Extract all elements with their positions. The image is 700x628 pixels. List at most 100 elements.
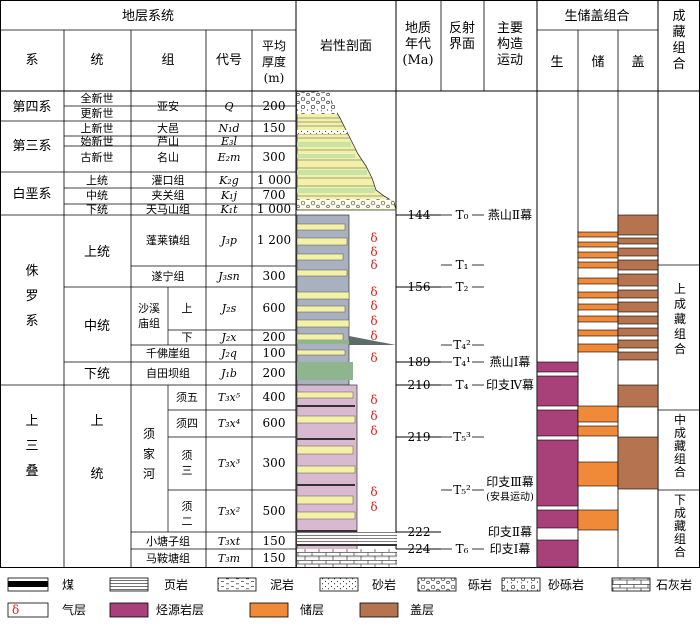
thickness-n1d: 150 [263, 121, 286, 135]
col-series-header: 统 [90, 53, 103, 68]
thickness-q: 200 [263, 99, 286, 113]
formation-yaan: 亚安 [157, 99, 179, 113]
gas-symbol-3: δ [370, 258, 377, 272]
formation-shaximiao-1: 沙溪 [138, 302, 160, 315]
formation-xu3-1: 须 [182, 449, 193, 462]
age-219: 219 [408, 430, 431, 444]
tectonic-indosinian-3: 印支Ⅲ幕 [486, 475, 534, 489]
age-156: 156 [408, 280, 431, 294]
formation-suining: 遂宁组 [152, 269, 185, 283]
thickness-k2g: 1 000 [257, 173, 291, 187]
col-code-header: 代号 [216, 53, 242, 68]
tectonic-indosinian-4: 印支Ⅳ幕 [486, 378, 534, 392]
formation-guankou: 灌口组 [152, 173, 185, 187]
series-pliocene: 上新世 [81, 121, 114, 135]
series-pleistocene: 更新世 [81, 106, 114, 120]
gas-symbol-1: δ [370, 231, 377, 245]
accum-upper-5: 合 [674, 341, 686, 356]
accum-lower-5: 合 [674, 544, 686, 559]
thickness-k1j: 700 [263, 188, 286, 202]
age-222: 222 [408, 525, 431, 539]
reservoir-header: 储 [591, 55, 604, 70]
gas-symbol-10: δ [370, 409, 377, 423]
code-t3xt: T₃xt [218, 535, 241, 548]
series-k-middle: 中统 [86, 189, 108, 202]
accumulation-header-2: 藏 [672, 25, 685, 40]
code-t3x2: T₃x² [218, 505, 240, 518]
series-j-upper: 上统 [84, 245, 110, 260]
reflector-t0: T₀ [456, 208, 469, 222]
legend-sandy-conglomerate-label: 砂砾岩 [548, 577, 584, 592]
tectonic-yanshan-2: 燕山Ⅱ幕 [488, 208, 532, 222]
legend-reservoir-label: 储层 [300, 602, 324, 617]
thickness-t3x2: 500 [263, 504, 286, 518]
col-thickness-header-1: 平均 [262, 39, 286, 53]
accum-upper-1: 上 [674, 282, 686, 296]
table-frame [0, 0, 700, 568]
legend-limestone-label: 石灰岩 [656, 577, 692, 592]
formation-xiaotangzi: 小塘子组 [146, 534, 190, 548]
system-jurassic-1: 侏 [25, 264, 38, 279]
tectonic-header-2: 构造 [497, 37, 523, 52]
legend-source-label: 烃源岩层 [156, 602, 204, 617]
code-k2g: K₂g [218, 174, 239, 187]
gas-symbol-6: δ [370, 314, 377, 328]
system-triassic-1: 上 [25, 414, 38, 429]
legend-shale-label: 页岩 [164, 577, 188, 592]
reflector-header-1: 反射 [449, 20, 475, 36]
reflector-t4: T₄ [456, 378, 469, 392]
code-t3x3: T₃x³ [218, 457, 240, 470]
legend-mudstone-label: 泥岩 [270, 577, 294, 592]
series-j-middle: 中统 [84, 319, 110, 334]
reflector-t1: T₁ [456, 258, 469, 272]
reflector-t2: T₂ [456, 280, 469, 294]
accum-middle-1: 中 [674, 412, 686, 427]
lithology-profile [296, 91, 397, 568]
legend-limestone-swatch [611, 577, 651, 592]
age-189: 189 [408, 355, 431, 369]
thickness-e: 300 [263, 150, 286, 164]
code-j2s: J₂s [220, 302, 237, 315]
series-t-upper-2: 统 [90, 467, 103, 482]
reflector-t5-2: T₅² [453, 483, 471, 497]
legend: 煤 页岩 泥岩 砂岩 砾岩 砂砾岩 石灰岩 δ 气层 烃源岩层 储层 盖层 [7, 577, 692, 618]
series-eocene: 始新世 [81, 134, 114, 148]
legend-source-swatch [109, 602, 149, 618]
formation-dayi: 大邑 [157, 121, 179, 135]
code-q: Q [224, 100, 233, 113]
accum-lower-4: 组 [674, 532, 686, 546]
legend-sandstone-label: 砂岩 [372, 577, 396, 592]
system-triassic-3: 叠 [25, 464, 38, 479]
formation-shaximiao-upper: 上 [182, 302, 193, 315]
code-t3x4: T₃x⁴ [218, 417, 240, 430]
code-t3m: T₃m [218, 552, 240, 565]
code-t3x5: T₃x⁵ [218, 391, 241, 404]
legend-sandy-conglomerate-swatch [501, 577, 541, 592]
legend-gas-swatch [7, 602, 49, 618]
code-j1b: J₁b [219, 367, 237, 380]
accum-middle-2: 成 [674, 426, 686, 440]
formation-xu5: 须五 [176, 391, 198, 404]
combo-header: 生储盖组合 [564, 9, 629, 24]
code-e2m: E₂m [217, 151, 241, 164]
formation-xu2-2: 二 [182, 515, 193, 528]
system-quaternary: 第四系 [12, 100, 51, 115]
reflector-t4-1: T₄¹ [453, 355, 471, 369]
accumulation-header-4: 合 [672, 57, 685, 72]
reservoir-column [577, 231, 619, 531]
reflector-t5-3: T₅³ [453, 430, 471, 444]
thickness-j3sn: 300 [263, 269, 286, 283]
formation-shaximiao-lower: 下 [182, 331, 193, 344]
col-system-header: 系 [25, 53, 38, 68]
formation-penglaizhen: 蓬莱镇组 [146, 233, 190, 247]
system-jurassic-3: 系 [25, 314, 38, 329]
legend-conglomerate-swatch [417, 577, 457, 592]
thickness-t3m: 150 [263, 551, 286, 565]
thickness-j1b: 200 [263, 366, 286, 380]
accum-upper-3: 藏 [674, 312, 686, 326]
age-header-2: 年代 [405, 37, 431, 52]
accum-middle-4: 组 [674, 452, 686, 466]
system-triassic-2: 三 [25, 439, 38, 454]
code-k1j: K₁j [220, 189, 238, 202]
